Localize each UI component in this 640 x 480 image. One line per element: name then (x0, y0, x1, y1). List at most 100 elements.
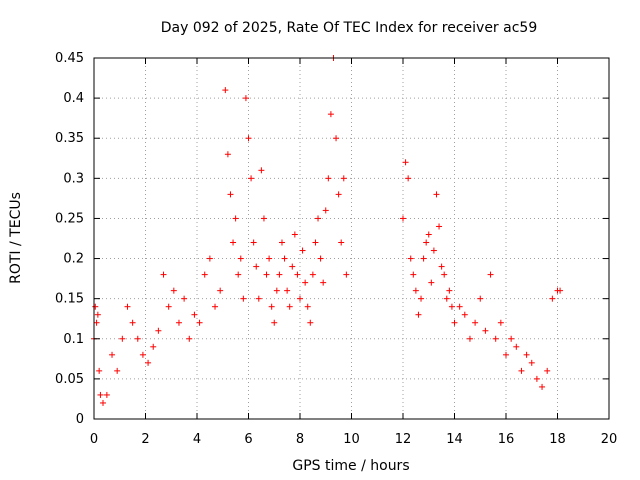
data-point (477, 295, 484, 302)
data-point (139, 351, 146, 358)
data-point (312, 239, 319, 246)
data-point (446, 287, 453, 294)
data-point (482, 327, 489, 334)
data-point (201, 271, 208, 278)
data-point (181, 295, 188, 302)
data-point (134, 335, 141, 342)
y-tick-label: 0.15 (55, 292, 84, 307)
data-point (322, 207, 329, 214)
data-point (196, 319, 203, 326)
data-point (448, 303, 455, 310)
y-tick-label: 0.3 (63, 171, 84, 186)
x-tick-label: 4 (193, 432, 201, 447)
data-point (405, 175, 412, 182)
data-point (503, 351, 509, 358)
data-point (410, 271, 417, 278)
data-point (145, 359, 152, 366)
grid-lines (94, 58, 609, 419)
data-point (96, 367, 103, 374)
data-point (297, 295, 303, 302)
data-point (456, 303, 463, 310)
data-point (315, 215, 322, 222)
data-point (222, 87, 229, 94)
data-point (281, 255, 288, 262)
y-tick-label: 0 (76, 412, 84, 427)
data-point (340, 175, 347, 182)
data-point (338, 239, 345, 246)
data-point (317, 255, 324, 262)
data-point (327, 111, 334, 118)
data-point (235, 271, 242, 278)
data-point (309, 271, 316, 278)
x-tick-label: 2 (141, 432, 149, 447)
y-tick-label: 0.35 (55, 131, 84, 146)
data-point (271, 319, 278, 326)
data-point (433, 191, 440, 198)
data-point (343, 271, 350, 278)
data-point (124, 303, 131, 310)
data-point (232, 215, 239, 222)
x-tick-label: 10 (343, 432, 360, 447)
y-tick-label: 0.1 (63, 332, 84, 347)
data-point (544, 367, 551, 374)
data-point (418, 295, 425, 302)
data-point (109, 351, 116, 358)
data-point (224, 151, 231, 158)
data-point (508, 335, 515, 342)
data-point (513, 343, 520, 350)
data-point (472, 319, 479, 326)
data-point (278, 239, 285, 246)
data-point (266, 255, 273, 262)
data-point (533, 375, 540, 382)
data-point (93, 319, 100, 326)
data-point (528, 359, 535, 366)
data-point (539, 383, 546, 390)
data-point (436, 223, 443, 230)
data-point (412, 287, 419, 294)
data-point (518, 367, 525, 374)
data-point (212, 303, 219, 310)
data-point (294, 271, 301, 278)
data-point (438, 263, 445, 270)
x-tick-label: 16 (498, 432, 515, 447)
x-tick-label: 18 (549, 432, 566, 447)
chart-title: Day 092 of 2025, Rate Of TEC Index for r… (161, 20, 537, 36)
data-point (253, 263, 260, 270)
data-point (248, 175, 255, 182)
data-point (549, 295, 556, 302)
data-point (255, 295, 262, 302)
y-tick-label: 0.4 (63, 91, 84, 106)
data-point (284, 287, 291, 294)
data-point (94, 311, 101, 318)
x-tick-label: 14 (446, 432, 463, 447)
data-points (91, 55, 564, 406)
data-point (114, 367, 121, 374)
data-point (428, 279, 435, 286)
data-point (407, 255, 414, 262)
data-point (206, 255, 213, 262)
data-point (230, 239, 237, 246)
data-point (441, 271, 448, 278)
data-point (273, 287, 280, 294)
y-tick-label: 0.2 (63, 252, 84, 267)
data-point (263, 271, 270, 278)
data-point (423, 239, 430, 246)
data-point (242, 95, 249, 102)
data-point (160, 271, 167, 278)
y-tick-label: 0.45 (55, 51, 84, 66)
data-point (97, 391, 104, 398)
x-axis-label: GPS time / hours (292, 458, 409, 474)
data-point (461, 311, 468, 318)
data-point (240, 295, 247, 302)
y-tick-label: 0.05 (55, 372, 84, 387)
data-point (92, 303, 99, 310)
data-point (191, 311, 198, 318)
data-point (333, 135, 340, 142)
data-point (250, 239, 257, 246)
data-point (291, 231, 298, 238)
data-point (430, 247, 437, 254)
x-tick-label: 0 (90, 432, 98, 447)
data-point (129, 319, 136, 326)
x-tick-label: 20 (601, 432, 618, 447)
